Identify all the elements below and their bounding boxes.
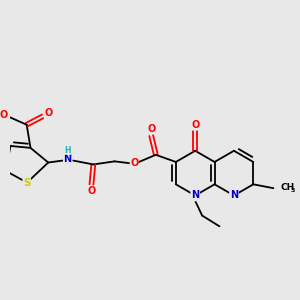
Text: O: O bbox=[0, 110, 8, 120]
Text: CH: CH bbox=[280, 183, 295, 192]
Text: O: O bbox=[147, 124, 155, 134]
Text: H: H bbox=[64, 146, 71, 155]
Text: O: O bbox=[130, 158, 138, 167]
Text: N: N bbox=[230, 190, 238, 200]
Text: O: O bbox=[191, 120, 199, 130]
Text: N: N bbox=[191, 190, 199, 200]
Text: S: S bbox=[23, 178, 30, 188]
Text: 3: 3 bbox=[290, 188, 295, 193]
Text: O: O bbox=[87, 186, 96, 197]
Text: O: O bbox=[44, 108, 53, 118]
Text: N: N bbox=[64, 154, 72, 164]
